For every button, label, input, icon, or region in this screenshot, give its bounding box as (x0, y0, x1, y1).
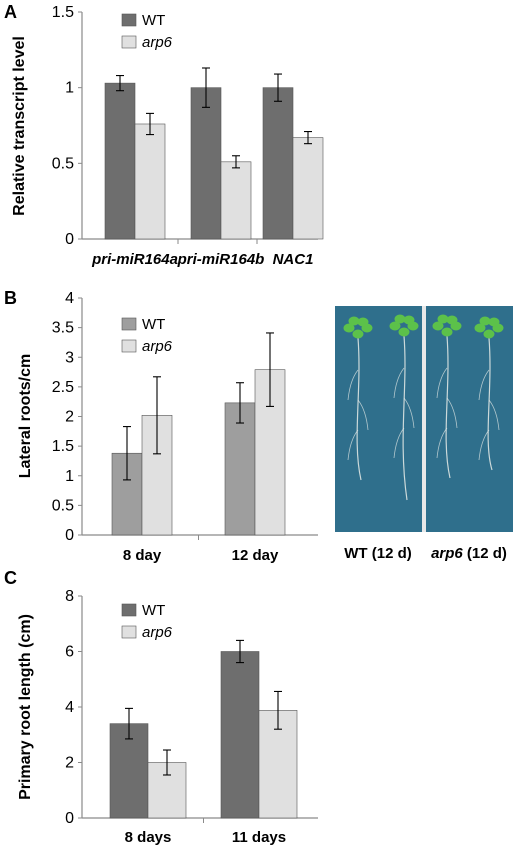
seedling-leaf (488, 317, 500, 327)
panel-c: C 0 2 4 6 8 Primary root length (cm) 8 days 11 … (4, 568, 318, 846)
panel-a-bar-arp6-1 (220, 161, 252, 240)
panel-a-bar-arp6-0 (134, 123, 166, 240)
panel-a-ytick-label: 1.5 (52, 4, 74, 21)
photo-divider (422, 306, 426, 532)
panel-b-legend-label-arp6: arp6 (142, 338, 173, 355)
panel-b-category-label: 12 day (232, 547, 279, 564)
panel-b-bar-wt-1 (224, 402, 256, 536)
panel-a-category-label: pri-miR164a (91, 251, 178, 268)
panel-c-legend-label-wt: WT (142, 602, 165, 619)
panel-a-ytick-label: 0.5 (52, 155, 74, 172)
panel-a-category-label: NAC1 (273, 251, 314, 268)
panel-c-ytick-label: 6 (65, 644, 74, 661)
panel-a-bar-wt-1 (190, 87, 222, 240)
panel-a-ytick-label: 1 (65, 80, 74, 97)
panel-letter-a: A (4, 2, 17, 22)
panel-b-y-axis-label: Lateral roots/cm (17, 354, 34, 478)
panel-c-ytick-label: 8 (65, 588, 74, 605)
photo-wt (335, 306, 422, 532)
seedling-lateral-root (478, 429, 490, 461)
seedling-leaf (474, 323, 486, 333)
panel-a-category-label: pri-miR164b (177, 251, 265, 268)
seedling-lateral-root (357, 399, 369, 431)
seedling-lateral-root (436, 427, 448, 459)
panel-c-ytick-label: 2 (65, 755, 74, 772)
panel-c-bar-wt-1 (220, 651, 260, 819)
panel-c-ytick-label: 0 (65, 810, 74, 827)
seedling-leaf (343, 323, 355, 333)
seedling-lateral-root (446, 397, 458, 429)
seedling-leaf (446, 315, 458, 325)
panel-c-category-label: 8 days (125, 829, 172, 846)
panel-c-legend-label-arp6: arp6 (142, 624, 173, 641)
seedling-root (356, 337, 362, 481)
seedling-leaf (432, 321, 444, 331)
seedling-root (445, 335, 451, 479)
photo-caption-wt-main: WT (344, 545, 367, 562)
photo-caption-wt-suffix: (12 d) (368, 545, 412, 562)
seedling-leaf (352, 329, 364, 339)
seedling-leaf (441, 327, 453, 337)
panel-a-legend-label-wt: WT (142, 12, 165, 29)
panel-letter-b: B (4, 288, 17, 308)
panel-a-bar-wt-2 (262, 87, 294, 240)
panel-a-y-axis-label: Relative transcript level (11, 36, 28, 216)
seedling-leaf (398, 327, 410, 337)
seedling-lateral-root (347, 429, 359, 461)
panel-a-bar-wt-0 (104, 82, 136, 240)
panel-a: A 0 0.5 1 1.5 Relative transcript level pri-m… (4, 2, 324, 268)
seedling-lateral-root (347, 369, 359, 401)
panel-a-ytick-label: 0 (65, 231, 74, 248)
panel-b-ytick-label: 3 (65, 349, 74, 366)
panel-b-ytick-label: 4 (65, 290, 74, 307)
seedling-root (402, 335, 408, 501)
panel-b-legend-label-wt: WT (142, 316, 165, 333)
seedling-lateral-root (478, 369, 490, 401)
seedling-lateral-root (436, 367, 448, 399)
panel-b-ytick-label: 0 (65, 527, 74, 544)
photo-caption-arp6-main: arp6 (431, 545, 463, 562)
panel-c-ytick-label: 4 (65, 699, 74, 716)
photo-caption-wt: WT (12 d) (344, 545, 412, 562)
seedlings (343, 314, 504, 501)
seedling-lateral-root (403, 397, 415, 429)
panel-b-ytick-label: 2.5 (52, 379, 74, 396)
panel-b-ytick-label: 2 (65, 409, 74, 426)
seedling-lateral-root (393, 367, 405, 399)
panel-letter-c: C (4, 568, 17, 588)
seedling-leaf (357, 317, 369, 327)
panel-b: B WT (12 d) arp6 (12 d) 0 0.5 1 1.5 2 2.5 3 3.5… (4, 288, 513, 564)
panel-b-legend-swatch-arp6 (121, 339, 137, 353)
seedling-leaf (348, 316, 360, 326)
panel-c-legend-swatch-arp6 (121, 625, 137, 639)
panel-b-ytick-label: 1 (65, 468, 74, 485)
photo-caption-arp6: arp6 (12 d) (431, 545, 507, 562)
photo-caption-arp6-suffix: (12 d) (463, 545, 507, 562)
panel-a-legend-swatch-arp6 (121, 35, 137, 49)
panel-b-ytick-label: 3.5 (52, 320, 74, 337)
panel-b-ytick-label: 0.5 (52, 497, 74, 514)
seedling-lateral-root (488, 399, 500, 431)
seedling-leaf (394, 314, 406, 324)
panel-a-bar-arp6-2 (292, 137, 324, 240)
panel-a-legend-label-arp6: arp6 (142, 34, 173, 51)
panel-b-legend-swatch-wt (121, 317, 137, 331)
seedling-leaf (403, 315, 415, 325)
panel-c-legend-swatch-wt (121, 603, 137, 617)
panel-b-category-label: 8 day (123, 547, 162, 564)
seedling-leaf (483, 329, 495, 339)
panel-c-category-label: 11 days (232, 829, 286, 846)
seedling-leaf (479, 316, 491, 326)
photo-arp6 (426, 306, 513, 532)
seedling-photos: WT (12 d) arp6 (12 d) (335, 306, 513, 562)
seedling-root (487, 337, 493, 471)
panel-b-ytick-label: 1.5 (52, 438, 74, 455)
seedling-leaf (389, 321, 401, 331)
panel-a-legend-swatch-wt (121, 13, 137, 27)
seedling-lateral-root (393, 427, 405, 459)
seedling-leaf (437, 314, 449, 324)
panel-c-y-axis-label: Primary root length (cm) (17, 614, 34, 800)
